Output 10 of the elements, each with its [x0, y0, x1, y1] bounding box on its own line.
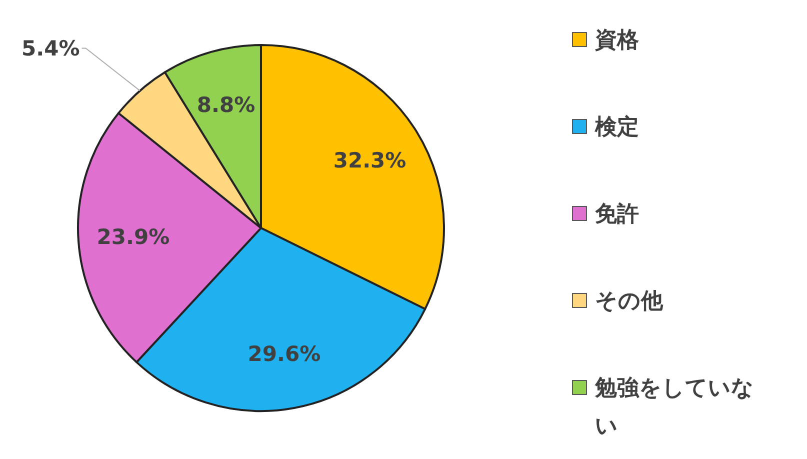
data-label: 5.4% [22, 36, 80, 60]
legend-label: 勉強をしていない [595, 375, 755, 441]
data-label: 23.9% [96, 225, 170, 250]
legend-label: その他 [595, 288, 663, 316]
legend-label: 資格 [595, 27, 639, 55]
data-label: 29.6% [248, 342, 321, 366]
data-label: 8.8% [196, 92, 256, 117]
legend-label: 免許 [595, 201, 639, 229]
legend-label: 検定 [595, 114, 639, 142]
data-label: 32.3% [333, 148, 406, 172]
